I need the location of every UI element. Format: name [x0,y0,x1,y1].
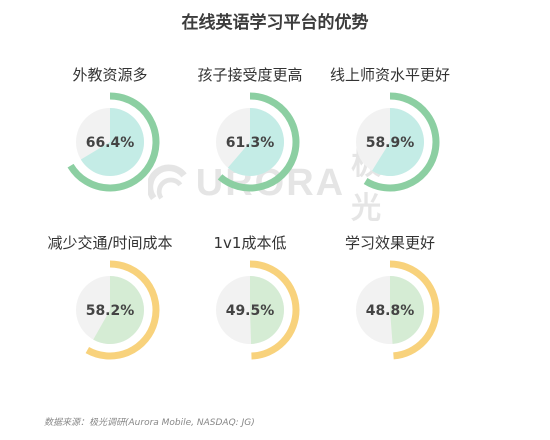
donut-fill-slice [93,276,144,344]
donut-cell: 外教资源多 66.4% [35,64,185,192]
donut-value-label: 66.4% [86,135,135,151]
donut-ring-arc [363,92,440,192]
donut-ring-arc [217,92,300,192]
donut-chart: 58.9% [356,92,440,192]
donut-fill-slice [390,276,425,344]
donut-ring-arc [249,260,300,360]
donut-cell: 线上师资水平更好 58.9% [315,64,465,192]
donut-ring-arc [389,260,440,360]
donut-ring-arc [85,260,160,360]
chart-title: 在线英语学习平台的优势 [181,13,369,33]
donut-fill-slice [250,276,285,344]
donut-chart: 58.2% [76,260,160,360]
donut-value-label: 61.3% [226,135,275,151]
donut-ring-arc [67,92,160,192]
donut-label: 学习效果更好 [344,234,435,252]
donut-chart: 48.8% [356,260,440,360]
donut-cell: 孩子接受度更高 61.3% [175,64,325,192]
source-note: 数据来源：极光调研(Aurora Mobile, NASDAQ: JG) [44,418,255,428]
donut-chart: 61.3% [216,92,300,192]
donut-value-label: 48.8% [366,303,415,319]
donut-label: 减少交通/时间成本 [47,234,173,252]
donut-chart: 49.5% [216,260,300,360]
donut-chart: 66.4% [67,92,160,192]
donut-cell: 学习效果更好 48.8% [315,232,465,360]
donut-label: 孩子接受度更高 [197,66,303,84]
donut-fill-slice [80,108,144,176]
donut-cell: 1v1成本低 49.5% [175,232,325,360]
donut-fill-slice [227,108,284,176]
donut-cell: 减少交通/时间成本 58.2% [35,232,185,360]
donut-value-label: 49.5% [226,303,275,319]
donut-label: 1v1成本低 [213,234,287,252]
donut-fill-slice [371,108,424,176]
donut-label: 线上师资水平更好 [329,66,450,84]
donut-value-label: 58.9% [366,135,415,151]
donut-label: 外教资源多 [72,66,148,84]
donut-value-label: 58.2% [86,303,135,319]
